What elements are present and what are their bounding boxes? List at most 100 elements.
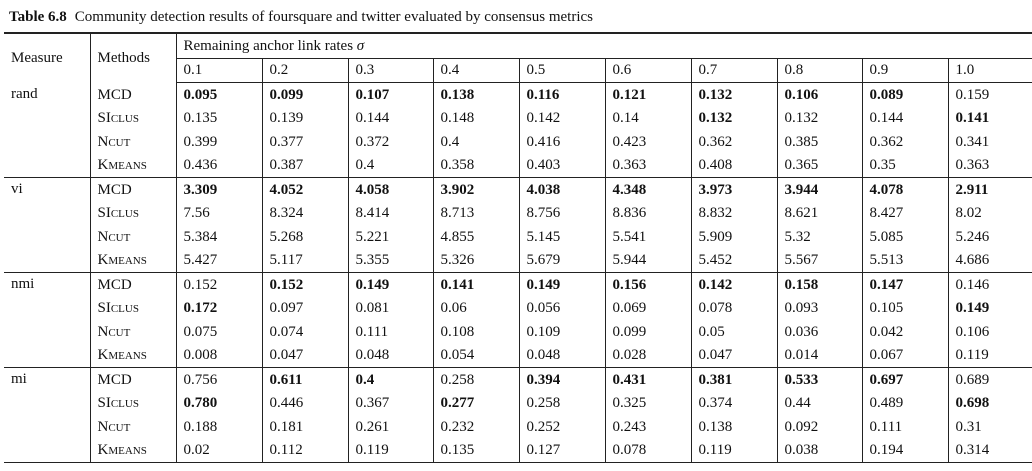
value-cell: 0.099 [261, 82, 348, 107]
value-cell: 0.423 [604, 130, 691, 154]
measure-header: Measure [4, 32, 90, 83]
value-cell: 5.085 [861, 225, 948, 249]
value-cell: 0.4 [432, 130, 519, 154]
value-cell: 0.108 [432, 320, 519, 344]
method-cell: Ncut [89, 320, 176, 344]
value-cell: 0.141 [947, 106, 1032, 130]
value-cell: 0.408 [690, 153, 777, 178]
value-cell: 0.243 [604, 415, 691, 439]
value-cell: 0.135 [432, 438, 519, 463]
value-cell: 0.139 [261, 106, 348, 130]
value-cell: 0.399 [175, 130, 262, 154]
value-cell: 0.387 [261, 153, 348, 178]
value-cell: 0.258 [432, 367, 519, 392]
value-cell: 2.911 [947, 177, 1032, 202]
value-cell: 0.008 [175, 343, 262, 368]
methods-header: Methods [89, 32, 176, 83]
value-cell: 0.533 [776, 367, 862, 392]
measure-cell: mi [4, 367, 90, 463]
table-row: Ncut 0.399 0.377 0.372 0.4 0.416 0.423 0.362 0.3… [4, 130, 1032, 154]
method-cell: SIclus [89, 106, 176, 130]
value-cell: 0.446 [261, 391, 348, 415]
value-cell: 8.621 [776, 201, 862, 225]
value-cell: 0.081 [347, 296, 433, 320]
method-cell: SIclus [89, 296, 176, 320]
value-cell: 5.145 [518, 225, 605, 249]
value-cell: 0.138 [432, 82, 519, 107]
results-table: Measure Methods Remaining anchor link ra… [4, 32, 1032, 463]
value-cell: 0.036 [776, 320, 862, 344]
value-cell: 0.112 [261, 438, 348, 463]
value-cell: 4.855 [432, 225, 519, 249]
value-cell: 3.973 [690, 177, 777, 202]
value-cell: 0.028 [604, 343, 691, 368]
value-cell: 0.35 [861, 153, 948, 178]
value-cell: 0.159 [947, 82, 1032, 107]
rate-header-cell: 0.6 [604, 58, 691, 83]
value-cell: 0.277 [432, 391, 519, 415]
method-cell: Kmeans [89, 343, 176, 368]
value-cell: 0.377 [261, 130, 348, 154]
value-cell: 0.144 [347, 106, 433, 130]
value-cell: 5.944 [604, 248, 691, 273]
value-cell: 0.148 [432, 106, 519, 130]
value-cell: 0.780 [175, 391, 262, 415]
rate-header-cell: 0.3 [347, 58, 433, 83]
value-cell: 0.156 [604, 272, 691, 297]
rate-header-cell: 0.2 [261, 58, 348, 83]
value-cell: 0.132 [690, 82, 777, 107]
value-cell: 0.119 [347, 438, 433, 463]
value-cell: 0.172 [175, 296, 262, 320]
table-row: Kmeans 5.427 5.117 5.355 5.326 5.679 5.944 5.45… [4, 248, 1032, 273]
value-cell: 0.047 [690, 343, 777, 368]
value-cell: 8.414 [347, 201, 433, 225]
value-cell: 0.132 [776, 106, 862, 130]
value-cell: 0.142 [690, 272, 777, 297]
value-cell: 4.078 [861, 177, 948, 202]
value-cell: 5.117 [261, 248, 348, 273]
method-cell: MCD [89, 367, 176, 392]
value-cell: 0.436 [175, 153, 262, 178]
value-cell: 0.138 [690, 415, 777, 439]
value-cell: 5.32 [776, 225, 862, 249]
method-cell: Ncut [89, 225, 176, 249]
value-cell: 0.358 [432, 153, 519, 178]
value-cell: 5.221 [347, 225, 433, 249]
results-body: rand MCD 0.095 0.099 0.107 0.138 0.116 0.121 0.1… [4, 82, 1032, 463]
value-cell: 0.056 [518, 296, 605, 320]
value-cell: 0.362 [690, 130, 777, 154]
table-caption: Table 6.8 Community detection results of … [9, 9, 593, 26]
value-cell: 0.089 [861, 82, 948, 107]
table-row: vi MCD 3.309 4.052 4.058 3.902 4.038 4.348 3.973… [4, 177, 1032, 273]
value-cell: 0.381 [690, 367, 777, 392]
value-cell: 0.31 [947, 415, 1032, 439]
rate-header-cell: 0.4 [432, 58, 519, 83]
value-cell: 0.127 [518, 438, 605, 463]
value-cell: 5.679 [518, 248, 605, 273]
table-row: SIclus 7.56 8.324 8.414 8.713 8.756 8.836 8.832… [4, 201, 1032, 225]
value-cell: 3.944 [776, 177, 862, 202]
value-cell: 5.427 [175, 248, 262, 273]
value-cell: 0.111 [861, 415, 948, 439]
value-cell: 0.258 [518, 391, 605, 415]
method-cell: Kmeans [89, 438, 176, 463]
value-cell: 4.686 [947, 248, 1032, 273]
value-cell: 0.314 [947, 438, 1032, 463]
method-cell: Ncut [89, 415, 176, 439]
value-cell: 4.058 [347, 177, 433, 202]
value-cell: 0.054 [432, 343, 519, 368]
rate-header-cell: 0.1 [175, 58, 262, 83]
value-cell: 0.097 [261, 296, 348, 320]
value-cell: 0.014 [776, 343, 862, 368]
value-cell: 0.107 [347, 82, 433, 107]
value-cell: 5.567 [776, 248, 862, 273]
value-cell: 0.374 [690, 391, 777, 415]
value-cell: 0.144 [861, 106, 948, 130]
value-cell: 0.158 [776, 272, 862, 297]
table-row: Ncut 5.384 5.268 5.221 4.855 5.145 5.541 5.909 5… [4, 225, 1032, 249]
method-cell: Kmeans [89, 153, 176, 178]
value-cell: 0.099 [604, 320, 691, 344]
value-cell: 0.325 [604, 391, 691, 415]
measure-cell: vi [4, 177, 90, 273]
value-cell: 0.4 [347, 367, 433, 392]
